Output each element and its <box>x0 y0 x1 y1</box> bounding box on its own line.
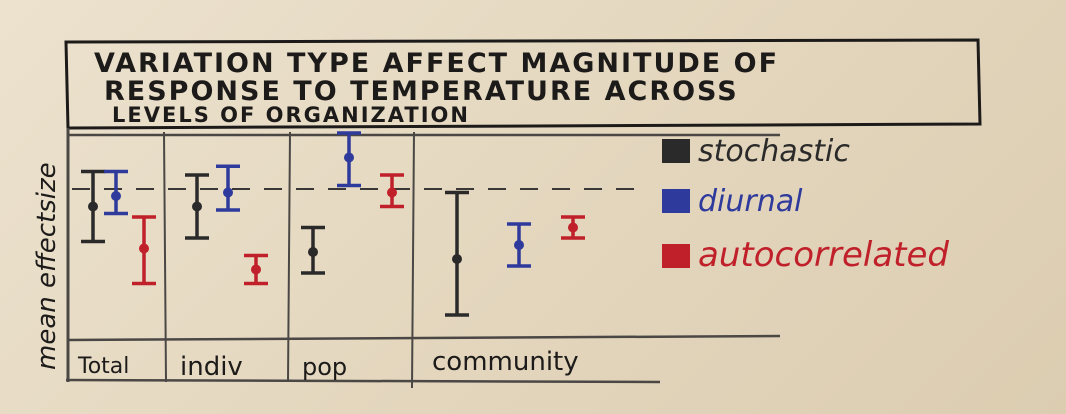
errorbar-mean-point <box>192 201 202 212</box>
errorbar-autocorrelated-indiv <box>244 253 268 286</box>
errorbar-mean-point <box>568 222 578 233</box>
errorbar-mean-point <box>452 254 462 264</box>
errorbar-mean-point <box>308 247 318 257</box>
legend-swatch <box>662 244 690 268</box>
category-label-pop: pop <box>302 353 347 381</box>
errorbar-autocorrelated-pop <box>380 173 404 209</box>
errorbar-mean-point <box>223 187 233 198</box>
errorbar-stochastic-indiv <box>185 173 209 240</box>
legend-swatch <box>662 139 690 163</box>
frame-base-line <box>65 378 661 384</box>
category-label-total: Total <box>77 354 129 379</box>
title-box <box>64 38 982 130</box>
errorbar-mean-point <box>387 187 397 198</box>
errorbar-diurnal-indiv <box>216 164 240 212</box>
category-label-community: community <box>432 347 579 377</box>
errorbar-autocorrelated-community <box>561 215 585 240</box>
errorbar-diurnal-community <box>507 222 531 268</box>
legend-label: autocorrelated <box>698 235 949 275</box>
errorbar-mean-point <box>514 240 524 250</box>
legend-item-diurnal: diurnal <box>662 184 803 219</box>
error-bars <box>81 131 585 317</box>
panel-frame <box>65 128 781 389</box>
divider-3 <box>411 131 415 389</box>
title-line-3: LEVELS OF ORGANIZATION <box>112 103 470 127</box>
errorbar-mean-point <box>344 152 354 163</box>
title-line-1: VARIATION TYPE AFFECT MAGNITUDE OF <box>94 48 779 79</box>
errorbar-mean-point <box>251 264 261 275</box>
errorbar-mean-point <box>111 191 121 201</box>
errorbar-stochastic-community <box>445 190 469 317</box>
category-label-indiv: indiv <box>180 352 243 382</box>
errorbar-autocorrelated-total <box>132 215 156 286</box>
chart-title: VARIATION TYPE AFFECT MAGNITUDE OF RESPO… <box>64 38 982 130</box>
legend: stochastic diurnal autocorrelated <box>662 134 949 275</box>
title-line-2: RESPONSE TO TEMPERATURE ACROSS <box>104 76 739 107</box>
frame-bottom-line <box>67 334 781 342</box>
errorbar-diurnal-pop <box>337 131 361 188</box>
legend-item-autocorrelated: autocorrelated <box>662 235 949 275</box>
errorbar-stochastic-pop <box>301 225 325 275</box>
legend-swatch <box>662 189 690 213</box>
errorbar-stochastic-total <box>81 169 105 244</box>
divider-2 <box>287 131 291 383</box>
category-labels: Total indiv pop community <box>77 347 579 382</box>
divider-1 <box>163 131 167 383</box>
errorbar-diurnal-total <box>104 169 128 216</box>
errorbar-mean-point <box>88 201 98 212</box>
y-axis-label: mean effectsize <box>32 162 62 370</box>
errorbar-mean-point <box>139 243 149 254</box>
legend-label: stochastic <box>698 134 850 169</box>
legend-label: diurnal <box>698 184 803 219</box>
legend-item-stochastic: stochastic <box>662 134 850 169</box>
